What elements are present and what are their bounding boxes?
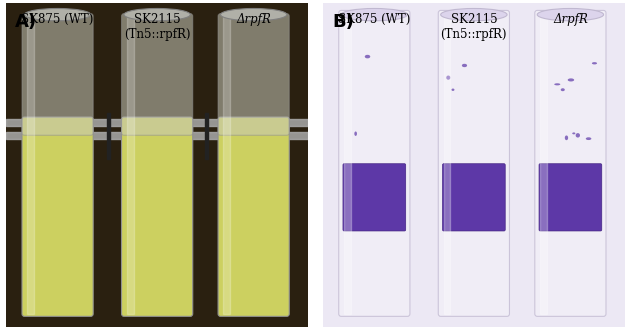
Bar [107, 113, 110, 158]
Ellipse shape [554, 83, 560, 85]
Ellipse shape [565, 136, 568, 140]
Text: ΔrpfR: ΔrpfR [553, 13, 588, 26]
Bar [540, 13, 547, 314]
FancyBboxPatch shape [439, 11, 509, 316]
Bar [6, 132, 308, 139]
Ellipse shape [220, 9, 287, 21]
FancyBboxPatch shape [535, 11, 606, 316]
FancyBboxPatch shape [122, 14, 192, 135]
Ellipse shape [124, 9, 191, 21]
Text: ΔrpfR: ΔrpfR [236, 13, 271, 26]
Ellipse shape [462, 64, 467, 67]
Bar [6, 119, 308, 126]
Text: SK875 (WT): SK875 (WT) [338, 13, 411, 26]
Bar [223, 13, 230, 314]
Ellipse shape [451, 88, 454, 91]
Ellipse shape [365, 55, 370, 58]
Ellipse shape [440, 9, 507, 21]
FancyBboxPatch shape [539, 164, 602, 231]
FancyBboxPatch shape [22, 117, 93, 316]
Text: B): B) [332, 13, 354, 31]
Bar [444, 13, 451, 314]
Bar [27, 13, 34, 314]
Bar [127, 13, 134, 314]
FancyBboxPatch shape [343, 164, 406, 231]
Ellipse shape [25, 9, 91, 21]
Ellipse shape [568, 79, 574, 82]
Ellipse shape [537, 9, 604, 21]
FancyBboxPatch shape [218, 117, 289, 316]
Ellipse shape [355, 131, 357, 136]
FancyBboxPatch shape [442, 164, 505, 231]
Ellipse shape [586, 137, 591, 140]
Text: SK2115
(Tn5::rpfR): SK2115 (Tn5::rpfR) [124, 13, 191, 41]
FancyBboxPatch shape [22, 14, 93, 135]
Ellipse shape [592, 62, 597, 64]
FancyBboxPatch shape [339, 11, 410, 316]
Ellipse shape [446, 76, 451, 80]
Text: SK2115
(Tn5::rpfR): SK2115 (Tn5::rpfR) [440, 13, 507, 41]
Ellipse shape [561, 88, 565, 91]
Ellipse shape [575, 133, 580, 138]
Bar [206, 113, 208, 158]
Text: SK875 (WT): SK875 (WT) [21, 13, 94, 26]
Bar [344, 13, 351, 314]
FancyBboxPatch shape [218, 14, 289, 135]
FancyBboxPatch shape [122, 117, 192, 316]
Ellipse shape [572, 132, 575, 134]
Text: A): A) [15, 13, 37, 31]
Ellipse shape [341, 9, 408, 21]
